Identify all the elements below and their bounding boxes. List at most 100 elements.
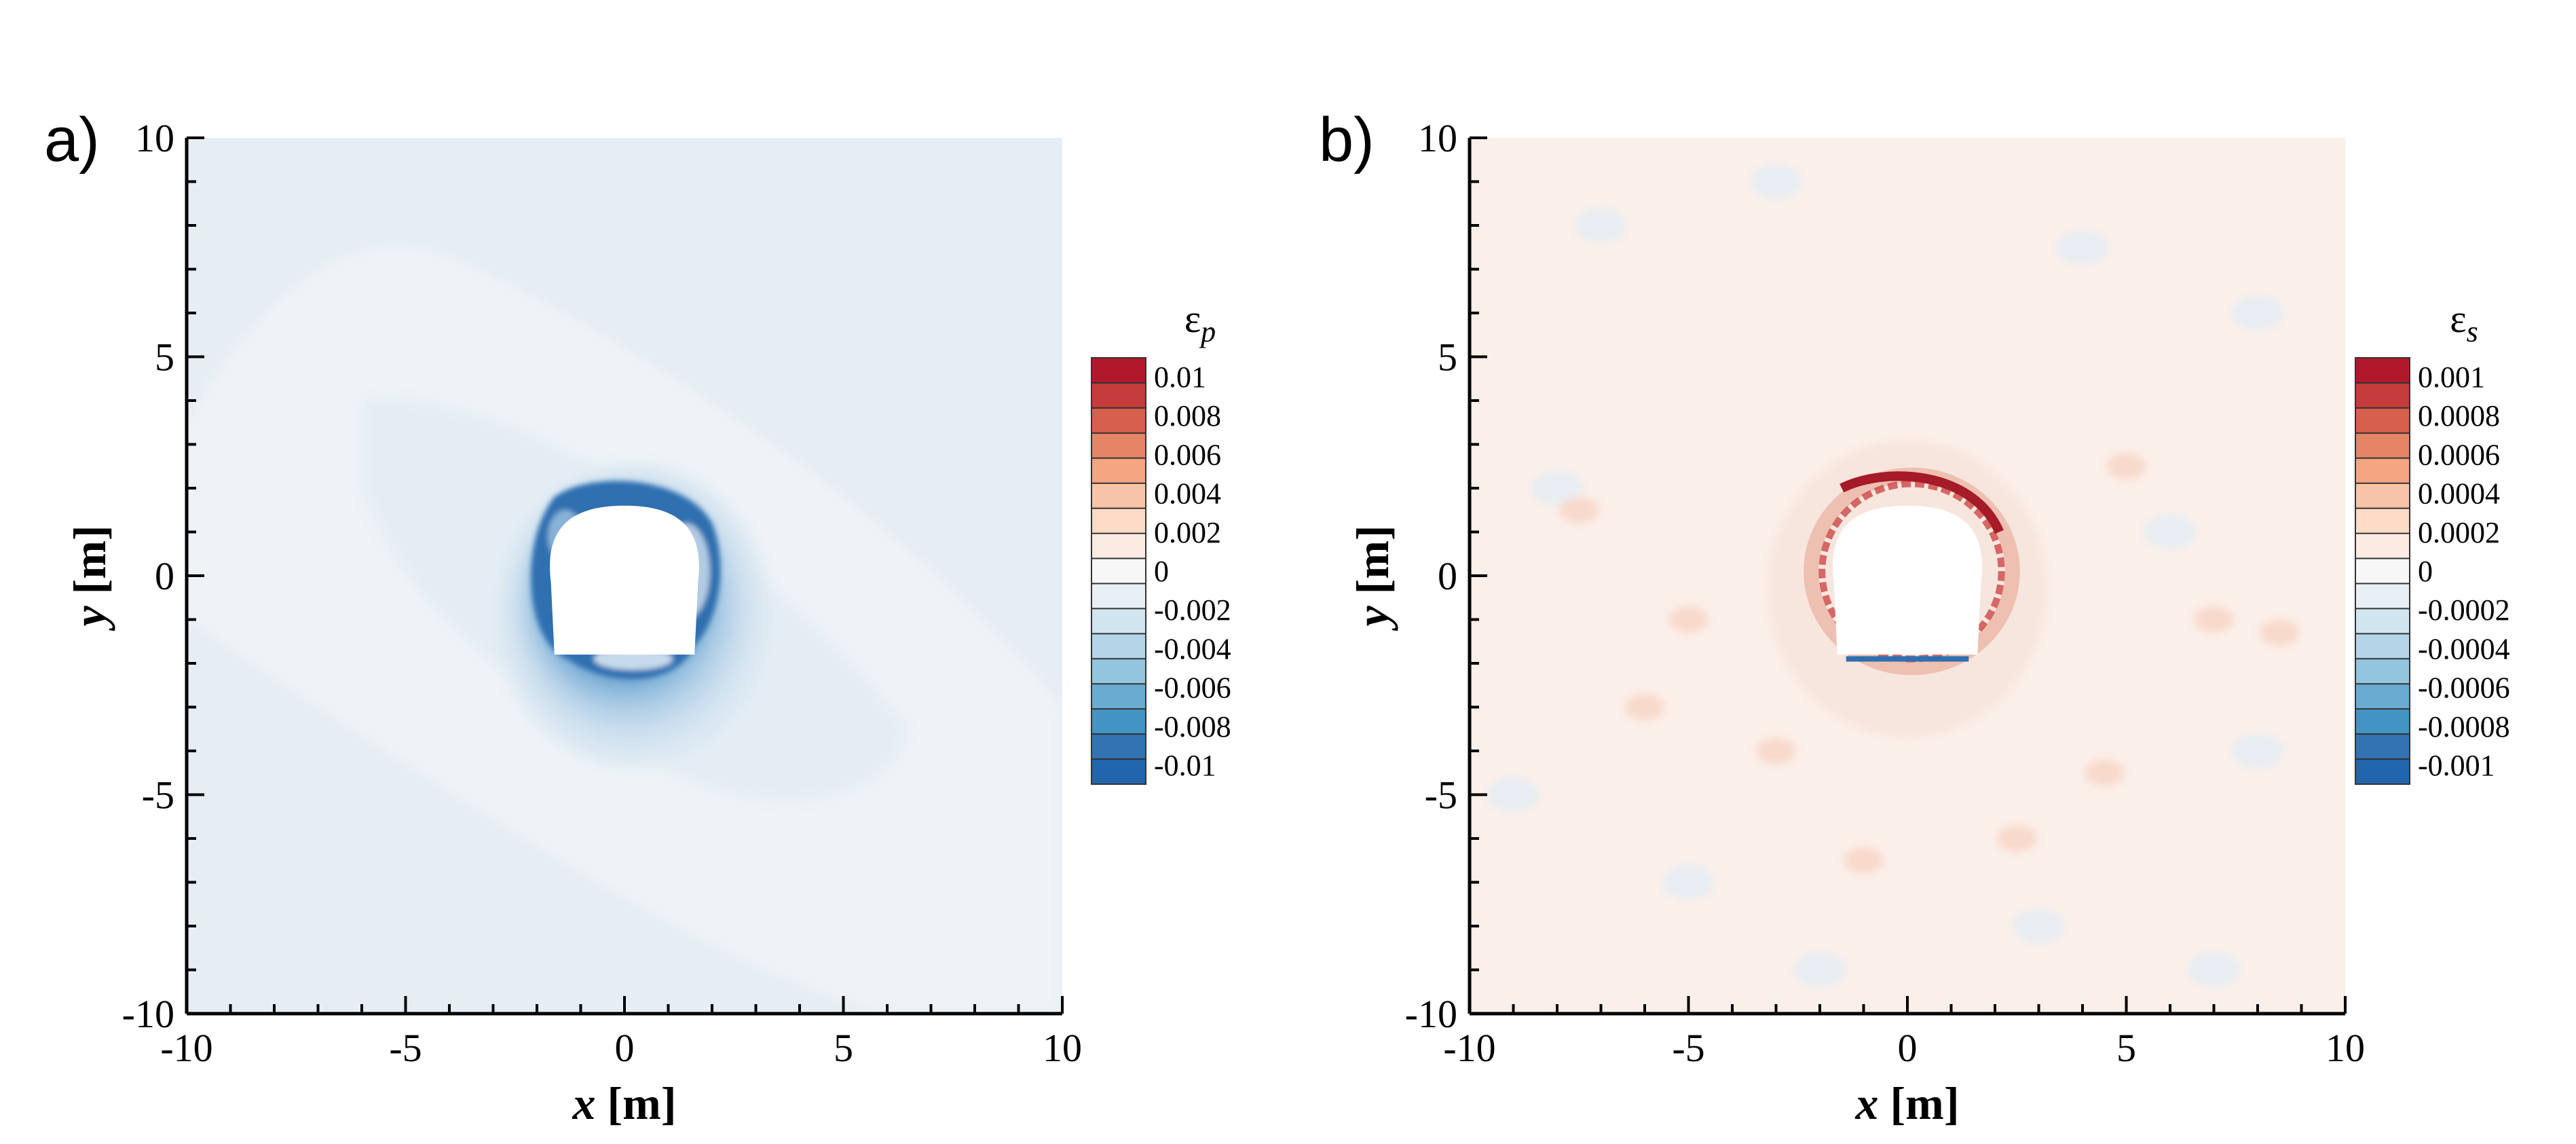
colorbar-label: -0.0008 xyxy=(2418,710,2510,743)
noise-patch xyxy=(2106,453,2146,480)
colorbar-label: 0.008 xyxy=(1154,399,1221,432)
colorbar-swatch xyxy=(1091,407,1146,434)
colorbar-swatch xyxy=(2355,432,2410,459)
x-axis-title: x [m] xyxy=(572,1077,677,1129)
colorbar-label: -0.001 xyxy=(2418,749,2495,782)
colorbar-swatch xyxy=(2355,458,2410,484)
colorbar-swatch xyxy=(2355,659,2410,684)
colorbar-swatch xyxy=(2355,483,2410,509)
x-tick-label: -10 xyxy=(1443,1026,1495,1070)
colorbar-swatch xyxy=(2355,583,2410,609)
strain-contours xyxy=(1487,164,2300,988)
y-tick-label: 5 xyxy=(155,335,174,380)
y-tick-label: 0 xyxy=(155,554,174,598)
colorbar-swatch xyxy=(2355,382,2410,409)
y-tick-label: 5 xyxy=(1438,335,1457,380)
colorbar-a: 0.01 0.008 0.006 0.004 0.002 0 -0.002 -0.004 -0.… xyxy=(1091,297,1231,785)
tunnel-opening xyxy=(1833,505,1982,655)
colorbar-swatch xyxy=(2355,533,2410,559)
colorbar-swatch xyxy=(1091,508,1146,534)
colorbar-swatch xyxy=(1091,583,1146,609)
panel-a: a) -10 -5 0 5 10 -10 -5 0 5 10 0.01 0.008 0.006 0.00… xyxy=(44,105,1231,1129)
colorbar-swatch xyxy=(2355,734,2410,760)
colorbar-label: 0.0004 xyxy=(2418,477,2500,511)
x-tick-label: -5 xyxy=(1672,1026,1704,1070)
colorbar-swatch xyxy=(1091,432,1146,459)
contour-field-a xyxy=(187,138,1062,1014)
colorbar-swatch xyxy=(2355,358,2410,384)
colorbar-swatch xyxy=(1091,684,1146,709)
y-tick-label: 10 xyxy=(135,116,174,160)
colorbar-title: εp xyxy=(1184,297,1216,348)
colorbar-title: εs xyxy=(2450,297,2478,348)
colorbar-label: 0.001 xyxy=(2418,361,2485,394)
tunnel-opening xyxy=(550,505,699,655)
colorbar-swatch xyxy=(1091,759,1146,785)
x-tick-label: 5 xyxy=(834,1026,853,1070)
colorbar-swatch xyxy=(1091,659,1146,684)
y-tick-label: -10 xyxy=(1405,992,1457,1036)
colorbar-label: 0.0006 xyxy=(2418,438,2500,471)
colorbar-label: 0 xyxy=(1154,555,1169,588)
colorbar-swatch xyxy=(2355,558,2410,584)
colorbar-label: -0.0006 xyxy=(2418,671,2510,705)
colorbar-swatch xyxy=(2355,684,2410,709)
colorbar-swatch xyxy=(2355,759,2410,785)
axes-a: -10 -5 0 5 10 -10 -5 0 5 10 xyxy=(122,116,1082,1070)
x-tick-label: 10 xyxy=(2326,1026,2365,1070)
noise-patch xyxy=(2231,295,2284,331)
colorbar-swatch xyxy=(1091,483,1146,509)
noise-patch xyxy=(2012,908,2066,944)
colorbar-label: -0.01 xyxy=(1154,749,1216,782)
colorbar-label: -0.008 xyxy=(1154,710,1231,743)
x-axis-title: x [m] xyxy=(1855,1077,1960,1129)
noise-patch xyxy=(1574,208,1628,243)
colorbar-label: -0.0002 xyxy=(2418,593,2510,627)
colorbar-frame xyxy=(1091,357,1146,785)
y-tick-label: -5 xyxy=(1425,773,1457,817)
y-axis-title: y [m] xyxy=(64,525,115,631)
axes-b: -10 -5 0 5 10 -10 -5 0 5 10 xyxy=(1405,116,2365,1070)
colorbar-swatch xyxy=(2355,633,2410,659)
colorbar-swatch xyxy=(1091,608,1146,634)
noise-patch xyxy=(1559,496,1599,523)
noise-patch xyxy=(2194,606,2234,633)
x-tick-label: 10 xyxy=(1043,1026,1082,1070)
noise-patch xyxy=(2187,952,2241,988)
noise-patch xyxy=(1997,825,2037,852)
noise-patch xyxy=(1668,606,1709,633)
panel-label: b) xyxy=(1319,105,1375,174)
colorbar-swatch xyxy=(2355,407,2410,434)
colorbar-label: 0.002 xyxy=(1154,516,1221,549)
y-tick-label: -5 xyxy=(142,773,174,817)
colorbar-label: 0 xyxy=(2418,555,2433,588)
noise-patch xyxy=(2144,514,2197,550)
noise-patch xyxy=(1756,737,1796,764)
x-tick-label: 0 xyxy=(1898,1026,1918,1070)
noise-patch xyxy=(1487,777,1540,813)
noise-patch xyxy=(1793,952,1846,988)
colorbar-swatch xyxy=(2355,709,2410,735)
shear-ring xyxy=(1804,467,2020,676)
colorbar-swatch xyxy=(2355,508,2410,534)
colorbar-label: 0.006 xyxy=(1154,438,1221,471)
colorbar-label: -0.002 xyxy=(1154,593,1231,627)
colorbar-swatch xyxy=(1091,533,1146,559)
noise-patch xyxy=(2056,229,2109,265)
y-tick-label: -10 xyxy=(122,992,174,1036)
x-tick-label: -10 xyxy=(160,1026,212,1070)
panel-label: a) xyxy=(44,105,100,174)
colorbar-swatch xyxy=(1091,734,1146,760)
colorbar-swatch xyxy=(1091,458,1146,484)
colorbar-label: -0.006 xyxy=(1154,671,1231,705)
y-tick-label: 10 xyxy=(1418,116,1457,160)
y-axis-title: y [m] xyxy=(1347,525,1398,631)
noise-patch xyxy=(1624,694,1665,720)
colorbar-label: 0.0002 xyxy=(2418,516,2500,549)
colorbar-swatch xyxy=(1091,558,1146,584)
colorbar-frame xyxy=(2355,357,2410,785)
noise-patch xyxy=(2085,759,2125,786)
noise-patch xyxy=(1531,470,1584,506)
colorbar-swatch xyxy=(1091,358,1146,384)
